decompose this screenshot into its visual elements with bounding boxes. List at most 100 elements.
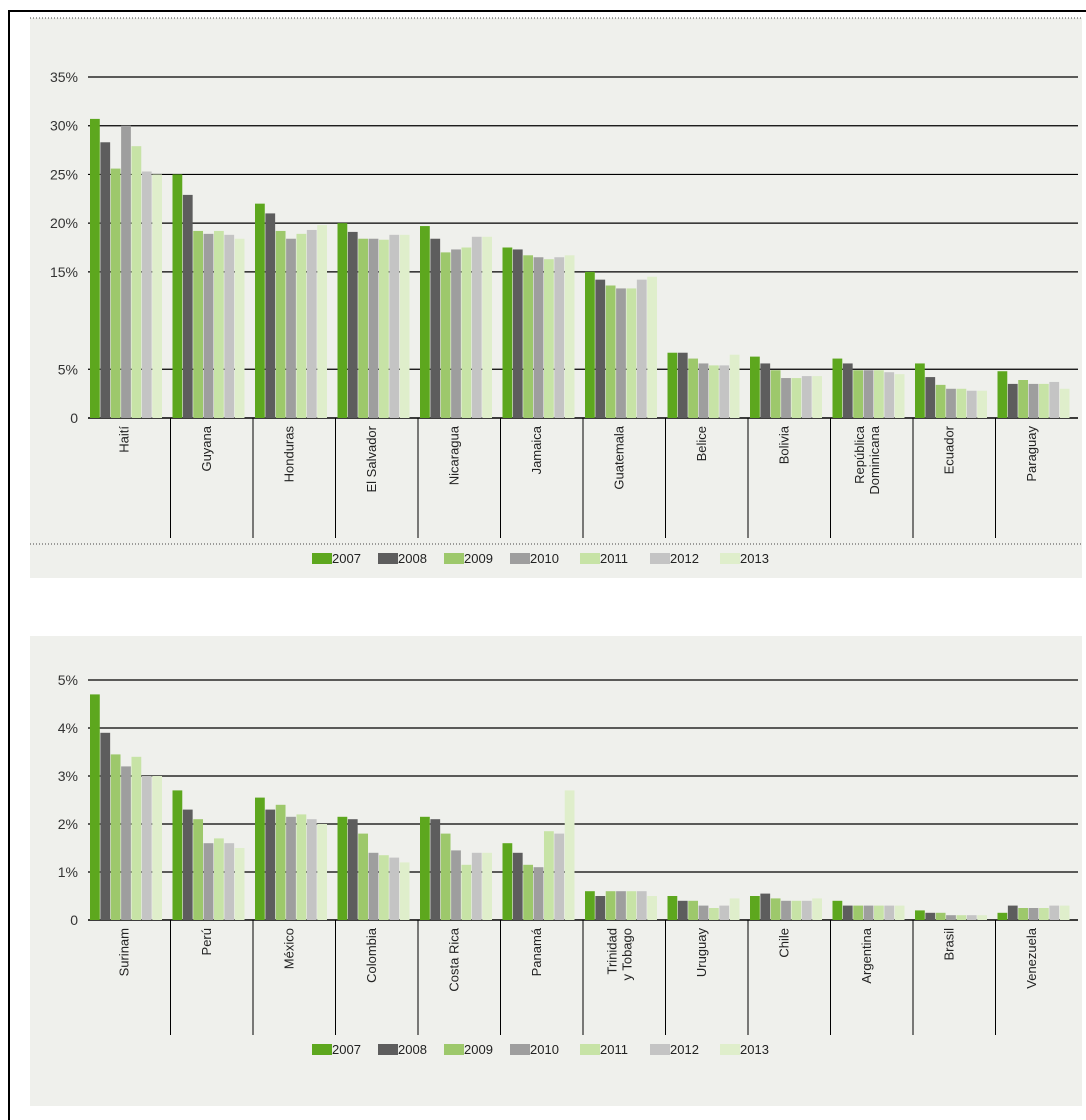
legend-swatch <box>580 553 600 564</box>
bar-2013 <box>152 776 162 920</box>
bar-2013 <box>399 862 410 920</box>
bar-2010 <box>121 766 131 920</box>
bar-2012 <box>471 236 482 418</box>
bar-2013 <box>812 898 822 920</box>
bar-2010 <box>203 843 214 920</box>
x-category-label: Brasil <box>941 928 956 961</box>
bar-2012 <box>389 234 400 418</box>
legend-label: 2011 <box>600 551 628 566</box>
bar-2012 <box>1049 381 1060 418</box>
legend-label: 2013 <box>740 551 769 566</box>
bar-2013 <box>894 905 905 920</box>
bar-2007 <box>420 816 430 920</box>
bar-2013 <box>647 896 657 920</box>
bar-2008 <box>1007 905 1018 920</box>
x-category-label: Perú <box>199 928 214 955</box>
bar-2008 <box>430 819 441 920</box>
bar-2009 <box>193 230 204 418</box>
legend-swatch <box>650 553 670 564</box>
bar-2009 <box>358 833 369 920</box>
legend-swatch <box>312 553 332 564</box>
bar-2013 <box>812 376 822 418</box>
bar-2012 <box>306 819 317 920</box>
legend-label: 2008 <box>398 1042 427 1057</box>
legend-label: 2009 <box>464 1042 493 1057</box>
bar-2012 <box>966 390 977 418</box>
legend-swatch <box>510 553 530 564</box>
bar-2012 <box>224 234 235 418</box>
bar-2010 <box>946 388 956 418</box>
bar-2012 <box>719 905 730 920</box>
bar-2007 <box>832 358 843 418</box>
bar-2011 <box>543 259 554 418</box>
bar-2008 <box>512 249 523 418</box>
bar-2010 <box>1028 383 1039 418</box>
bar-2010 <box>698 363 709 418</box>
bar-2008 <box>347 819 358 920</box>
bar-2007 <box>337 816 348 920</box>
y-tick-label: 35% <box>50 69 78 85</box>
y-tick-label: 20% <box>50 215 78 231</box>
bar-2008 <box>925 912 936 920</box>
bar-2011 <box>131 146 142 418</box>
bar-2013 <box>729 354 740 418</box>
bar-2011 <box>956 915 967 920</box>
bar-2012 <box>801 900 812 920</box>
bar-2011 <box>873 905 884 920</box>
bar-2008 <box>347 231 358 418</box>
legend-swatch <box>312 1044 332 1055</box>
x-category-label: Venezuela <box>1024 927 1039 988</box>
bar-2010 <box>451 249 461 418</box>
y-tick-label: 1% <box>58 864 78 880</box>
bar-2011 <box>461 247 472 418</box>
bar-2008 <box>100 732 111 920</box>
bar-2009 <box>770 370 781 418</box>
x-category-label: El Salvador <box>364 425 379 492</box>
bar-2007 <box>585 271 595 418</box>
bar-2008 <box>1007 383 1018 418</box>
bar-2010 <box>616 891 626 920</box>
y-tick-label: 3% <box>58 768 78 784</box>
bar-2013 <box>152 174 162 418</box>
x-category-label: Ecuador <box>941 425 956 474</box>
bar-2013 <box>647 276 657 418</box>
x-category-label: Chile <box>776 928 791 958</box>
x-category-label: Uruguay <box>694 928 709 978</box>
bar-2007 <box>420 226 430 418</box>
bar-2009 <box>605 891 616 920</box>
y-tick-label: 5% <box>58 672 78 688</box>
x-category-label: RepúblicaDominicana <box>852 425 882 494</box>
bar-2009 <box>440 252 451 418</box>
x-category-label: Guyana <box>199 425 214 471</box>
y-tick-label: 0 <box>70 912 78 928</box>
bar-2009 <box>1018 908 1029 920</box>
x-category-label: Jamaica <box>529 425 544 474</box>
bar-2012 <box>636 279 647 418</box>
bar-2009 <box>440 833 451 920</box>
bar-2011 <box>956 388 967 418</box>
y-tick-label: 15% <box>50 264 78 280</box>
x-category-label: Belice <box>694 426 709 461</box>
x-category-label: Bolivia <box>776 425 791 464</box>
bar-2012 <box>554 833 565 920</box>
bar-2011 <box>543 831 554 920</box>
bar-2007 <box>90 694 100 920</box>
bar-2013 <box>977 915 987 920</box>
legend-swatch <box>444 1044 464 1055</box>
bar-2012 <box>141 171 152 418</box>
x-category-label: Surinam <box>116 928 131 976</box>
bar-2007 <box>90 118 100 418</box>
bar-2009 <box>110 168 121 418</box>
y-tick-label: 0 <box>70 410 78 426</box>
bar-2011 <box>873 370 884 418</box>
bar-2009 <box>853 370 864 418</box>
legend-label: 2008 <box>398 551 427 566</box>
x-category-label: Costa Rica <box>446 927 461 991</box>
x-category-label: Trinidady Tobago <box>604 928 634 981</box>
x-category-label: Argentina <box>859 927 874 983</box>
bar-2013 <box>234 238 245 418</box>
bar-2009 <box>935 912 946 920</box>
bar-2007 <box>585 891 595 920</box>
y-tick-label: 4% <box>58 720 78 736</box>
figure-frame <box>8 10 1086 1120</box>
